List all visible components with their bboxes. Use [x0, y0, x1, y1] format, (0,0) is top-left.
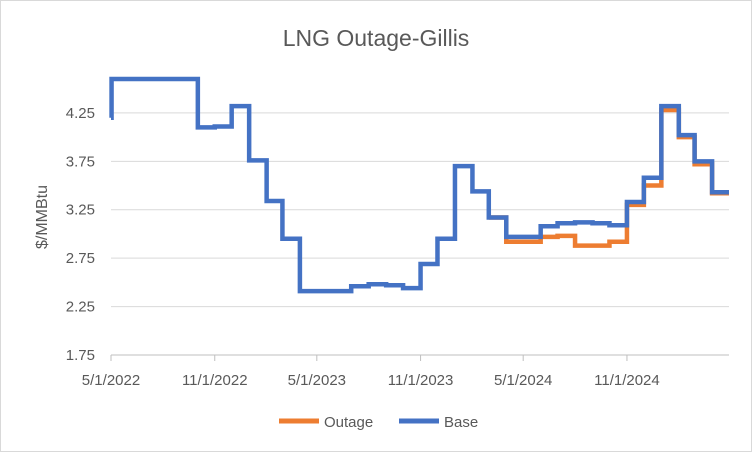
x-tick-label: 11/1/2022	[182, 372, 248, 389]
series-line-base	[109, 76, 729, 294]
legend: Outage Base	[279, 414, 478, 431]
x-tick-label: 5/1/2023	[288, 372, 346, 389]
series-layer	[109, 76, 729, 294]
y-tick-label: 1.75	[66, 347, 95, 364]
legend-label-base: Base	[444, 414, 478, 431]
axis-layer: 1.75 2.25 2.75 3.25 3.75 4.25 5/1/2022 11/1/202…	[66, 105, 729, 389]
y-tick-label: 3.75	[66, 153, 95, 170]
x-tick-label: 5/1/2022	[82, 372, 140, 389]
y-tick-label: 2.75	[66, 250, 95, 267]
x-tick-label: 5/1/2024	[494, 372, 552, 389]
y-tick-label: 2.25	[66, 299, 95, 316]
grid-layer	[111, 112, 729, 308]
chart-title: LNG Outage-Gillis	[283, 25, 470, 51]
y-tick-label: 3.25	[66, 202, 95, 219]
y-axis-label: $/MMBtu	[34, 185, 51, 249]
x-tick-label: 11/1/2024	[594, 372, 660, 389]
x-tick-label: 11/1/2023	[388, 372, 454, 389]
legend-label-outage: Outage	[324, 414, 373, 431]
y-tick-label: 4.25	[66, 105, 95, 122]
